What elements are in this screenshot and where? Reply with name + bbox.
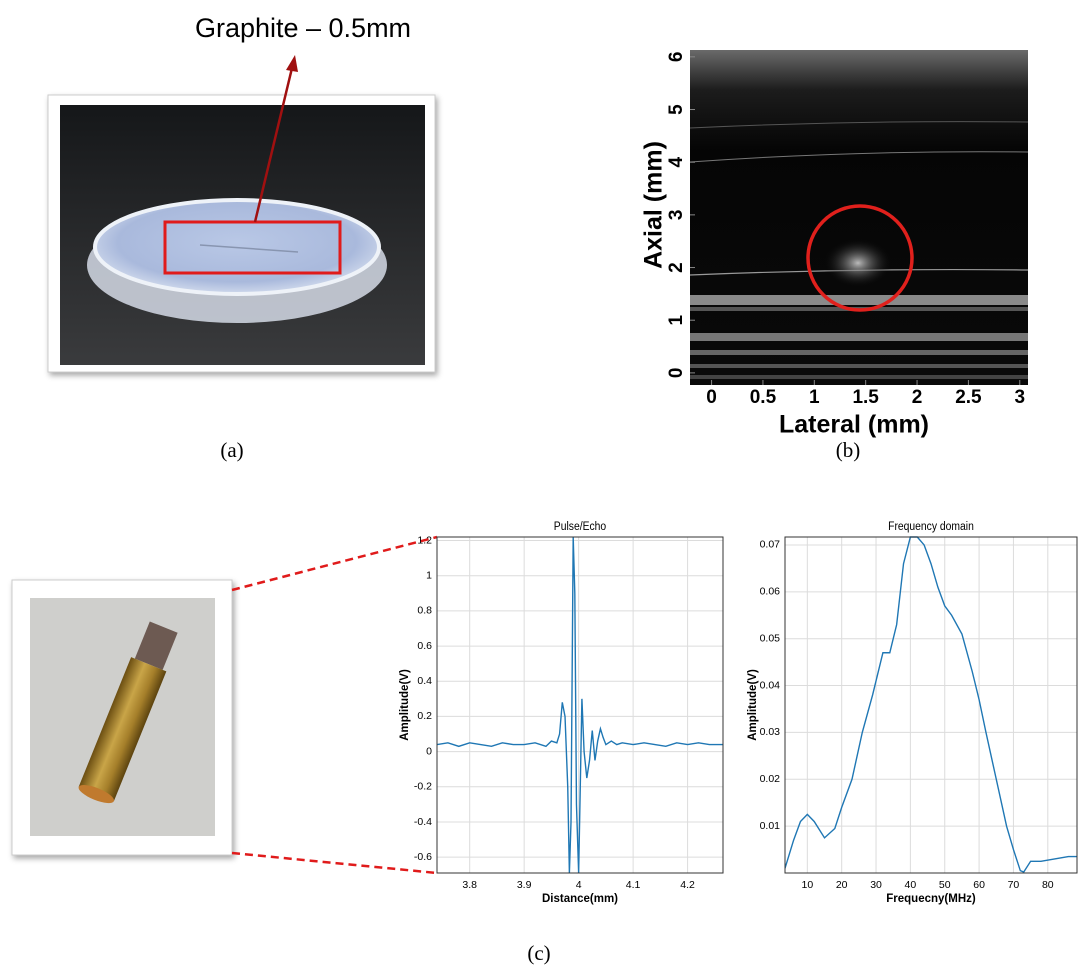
x-tick-label: 4	[576, 879, 582, 891]
page: Graphite – 0.5mm (a) (b) (c) 0 0.5 1 1.5 2 2.…	[0, 0, 1078, 970]
y-axis-label: Axial (mm)	[640, 141, 668, 269]
x-tick-label: 1.5	[852, 387, 879, 408]
y-tick-label: 0.03	[760, 726, 781, 738]
y-tick-label: 0.8	[417, 605, 432, 617]
x-tick-label: 1	[809, 387, 820, 408]
panel-label: (c)	[527, 941, 550, 965]
y-tick-label: 1.2	[417, 534, 432, 546]
y-tick-label: 3	[666, 210, 687, 221]
y-tick-label: 6	[666, 52, 687, 63]
x-tick-label: 40	[905, 879, 917, 891]
photo-a	[48, 55, 435, 372]
y-tick-label: 0.4	[417, 675, 432, 687]
x-tick-label: 50	[939, 879, 951, 891]
x-tick-label: 30	[870, 879, 882, 891]
x-axis-label: Frequecny(MHz)	[886, 893, 976, 905]
x-tick-label: 10	[801, 879, 813, 891]
y-tick-label: 0.02	[760, 773, 781, 785]
y-tick-label: 0	[666, 368, 687, 379]
x-tick-label: 80	[1042, 879, 1054, 891]
x-tick-label: 3	[1014, 387, 1025, 408]
y-tick-label: 5	[666, 104, 687, 115]
chart-title: Frequency domain	[888, 521, 974, 534]
photo-c	[12, 537, 437, 873]
y-tick-label: 0.01	[760, 820, 781, 832]
y-tick-label: 0.05	[760, 632, 781, 644]
panel-label: (b)	[836, 438, 861, 462]
y-tick-label: 0.06	[760, 586, 781, 598]
x-tick-label: 3.8	[462, 879, 477, 891]
x-tick-label: 2	[912, 387, 923, 408]
x-tick-label: 0	[706, 387, 717, 408]
y-axis-label: Amplitude(V)	[399, 669, 411, 741]
x-axis-label: Distance(mm)	[542, 893, 618, 905]
y-tick-label: 0.07	[760, 539, 781, 551]
y-tick-label: 4	[666, 156, 687, 167]
plot-area	[785, 537, 1077, 873]
x-tick-label: 4.2	[680, 879, 695, 891]
y-axis-label: Amplitude(V)	[747, 669, 759, 741]
x-tick-label: 4.1	[626, 879, 641, 891]
x-tick-label: 20	[836, 879, 848, 891]
y-tick-label: 1	[426, 569, 432, 581]
x-tick-label: 60	[973, 879, 985, 891]
x-tick-label: 3.9	[517, 879, 532, 891]
x-tick-label: 70	[1008, 879, 1020, 891]
x-tick-label: 0.5	[750, 387, 777, 408]
chart-title: Pulse/Echo	[554, 521, 606, 534]
ultrasound-image	[690, 50, 1028, 385]
y-tick-label: -0.2	[414, 781, 432, 793]
y-tick-label: -0.6	[414, 851, 432, 863]
y-tick-label: 0.6	[417, 640, 432, 652]
y-tick-label: 0	[426, 745, 432, 757]
y-tick-label: -0.4	[414, 816, 432, 828]
y-tick-label: 1	[666, 315, 687, 326]
x-tick-label: 2.5	[955, 387, 982, 408]
figure: Graphite – 0.5mm (a) (b) (c) 0 0.5 1 1.5 2 2.…	[0, 0, 1078, 970]
y-tick-label: 0.04	[760, 679, 781, 691]
annotation: Graphite – 0.5mm	[195, 13, 411, 43]
y-tick-label: 0.2	[417, 710, 432, 722]
x-axis-label: Lateral (mm)	[779, 411, 929, 439]
y-tick-label: 2	[666, 262, 687, 273]
panel-label: (a)	[220, 438, 243, 462]
